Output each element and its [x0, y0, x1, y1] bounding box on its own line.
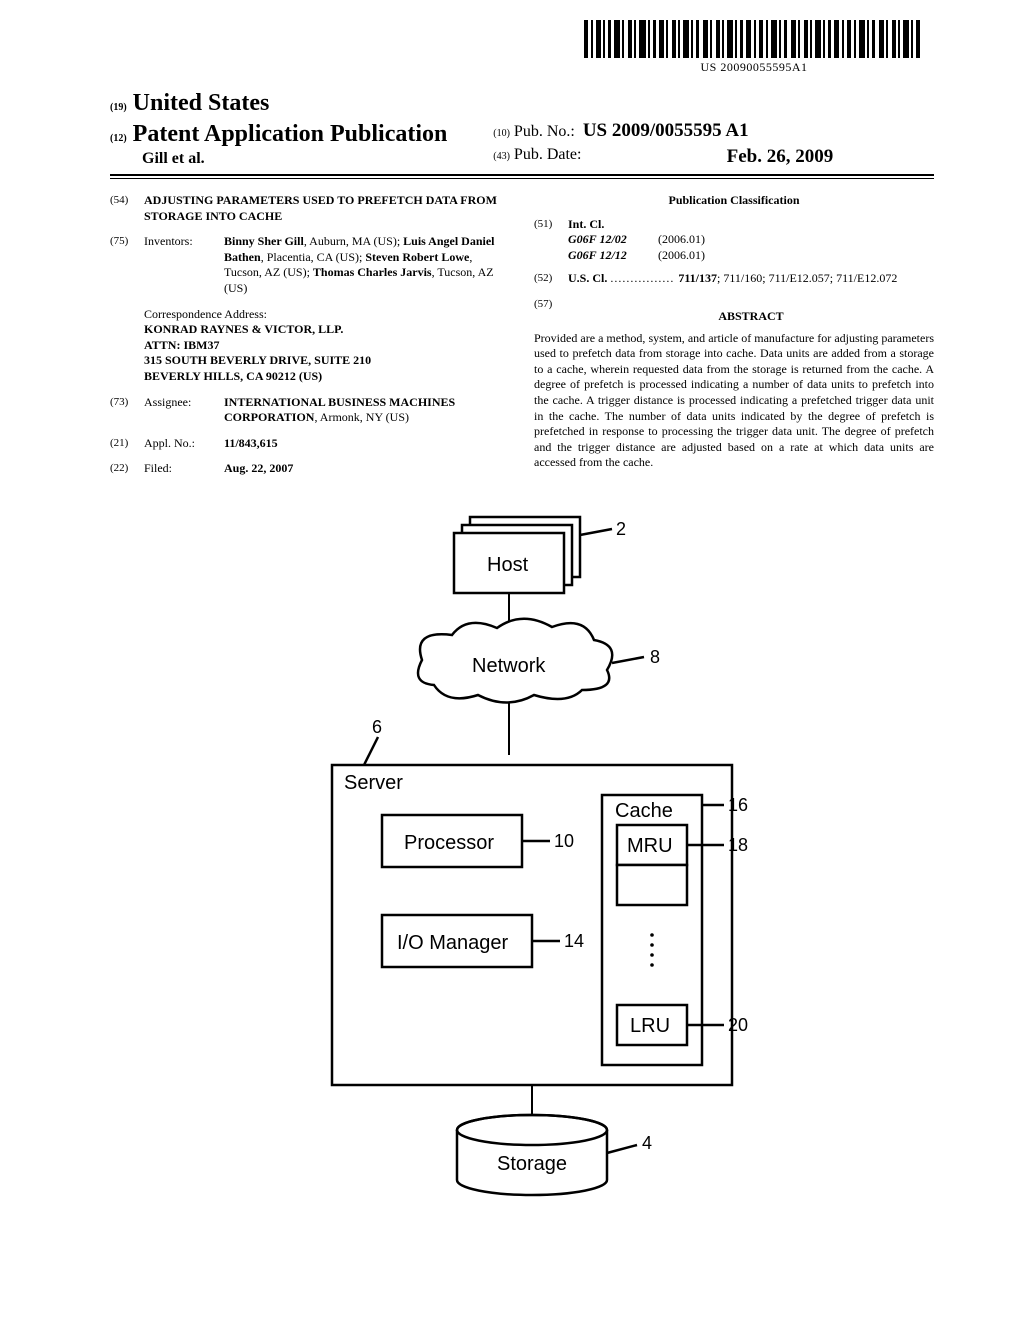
inventors-label: Inventors:: [144, 234, 224, 296]
pap-text: Patent Application Publication: [133, 121, 448, 147]
barcode-text: US 20090055595A1: [584, 60, 924, 75]
barcode-block: US 20090055595A1: [584, 20, 924, 75]
abstract-num: (57): [534, 297, 568, 331]
iomgr-ref: 14: [564, 931, 584, 951]
pubdate-prefix: (43): [493, 151, 510, 162]
storage-label: Storage: [497, 1153, 567, 1175]
inventors-value: Binny Sher Gill, Auburn, MA (US); Luis A…: [224, 234, 510, 296]
host-label: Host: [487, 554, 529, 576]
header-left: (19) United States (12) Patent Applicati…: [110, 90, 480, 168]
intcl-label: Int. Cl.: [568, 217, 934, 233]
abstract-body: Provided are a method, system, and artic…: [534, 331, 934, 471]
corr-line-1: ATTN: IBM37: [144, 338, 510, 354]
applno-value: 11/843,615: [224, 436, 510, 452]
pubno-label: Pub. No.:: [514, 123, 575, 140]
assignee-label: Assignee:: [144, 395, 224, 426]
intcl-num: (51): [534, 217, 568, 264]
corr-line-0: KONRAD RAYNES & VICTOR, LLP.: [144, 322, 510, 338]
header-right: (10) Pub. No.: US 2009/0055595 A1 (43) P…: [493, 116, 833, 168]
filed-value: Aug. 22, 2007: [224, 461, 510, 477]
uscl-num: (52): [534, 271, 568, 287]
header-rule-thin: [110, 178, 934, 179]
pubdate-value: Feb. 26, 2009: [727, 146, 834, 168]
server-label: Server: [344, 772, 403, 794]
left-column: (54) ADJUSTING PARAMETERS USED TO PREFET…: [110, 193, 510, 487]
title-num: (54): [110, 193, 144, 224]
network-label: Network: [472, 655, 546, 677]
pubno-value: US 2009/0055595 A1: [583, 120, 749, 141]
corr-line-3: BEVERLY HILLS, CA 90212 (US): [144, 369, 510, 385]
figure-1: Host 2 Network 8 6 Server: [110, 505, 934, 1229]
pubclass-heading: Publication Classification: [534, 193, 934, 209]
header-rule-thick: [110, 174, 934, 176]
usa-text: United States: [133, 90, 270, 116]
pap-prefix: (12): [110, 133, 127, 144]
header: (19) United States (12) Patent Applicati…: [110, 90, 934, 179]
intcl-code-1: G06F 12/12: [568, 248, 658, 264]
filed-label: Filed:: [144, 461, 224, 477]
uscl-line: U.S. Cl. ................ 711/137; 711/1…: [568, 271, 934, 287]
correspondence-block: Correspondence Address: KONRAD RAYNES & …: [144, 307, 510, 385]
corr-line-2: 315 SOUTH BEVERLY DRIVE, SUITE 210: [144, 353, 510, 369]
pubno-prefix: (10): [493, 128, 510, 139]
lru-ref: 20: [728, 1015, 748, 1035]
uscl-label: U.S. Cl.: [568, 271, 607, 285]
processor-ref: 10: [554, 831, 574, 851]
filed-num: (22): [110, 461, 144, 477]
applno-label: Appl. No.:: [144, 436, 224, 452]
authors: Gill et al.: [142, 150, 480, 168]
usa-prefix: (19): [110, 102, 127, 113]
processor-label: Processor: [404, 832, 494, 854]
intcl-code-0: G06F 12/02: [568, 232, 658, 248]
biblio-columns: (54) ADJUSTING PARAMETERS USED TO PREFET…: [110, 193, 934, 487]
pubdate-label: Pub. Date:: [514, 146, 582, 163]
storage-ref: 4: [642, 1133, 652, 1153]
cache-label: Cache: [615, 800, 673, 822]
mru-ref: 18: [728, 835, 748, 855]
figure-svg: Host 2 Network 8 6 Server: [272, 505, 772, 1225]
abstract-heading: ABSTRACT: [568, 309, 934, 325]
cache-ref: 16: [728, 795, 748, 815]
iomgr-label: I/O Manager: [397, 932, 509, 954]
host-ref: 2: [616, 519, 626, 539]
server-ref: 6: [372, 717, 382, 737]
applno-num: (21): [110, 436, 144, 452]
mru-label: MRU: [627, 835, 673, 857]
intcl-ver-0: (2006.01): [658, 232, 705, 248]
assignee-num: (73): [110, 395, 144, 426]
right-column: Publication Classification (51) Int. Cl.…: [534, 193, 934, 487]
network-ref: 8: [650, 647, 660, 667]
assignee-value: INTERNATIONAL BUSINESS MACHINES CORPORAT…: [224, 395, 510, 426]
barcode-svg: [584, 20, 924, 58]
patent-page: US 20090055595A1 (19) United States (12)…: [0, 0, 1024, 1320]
intcl-ver-1: (2006.01): [658, 248, 705, 264]
corr-label: Correspondence Address:: [144, 307, 510, 323]
invention-title: ADJUSTING PARAMETERS USED TO PREFETCH DA…: [144, 193, 510, 224]
inventors-num: (75): [110, 234, 144, 296]
lru-label: LRU: [630, 1015, 670, 1037]
